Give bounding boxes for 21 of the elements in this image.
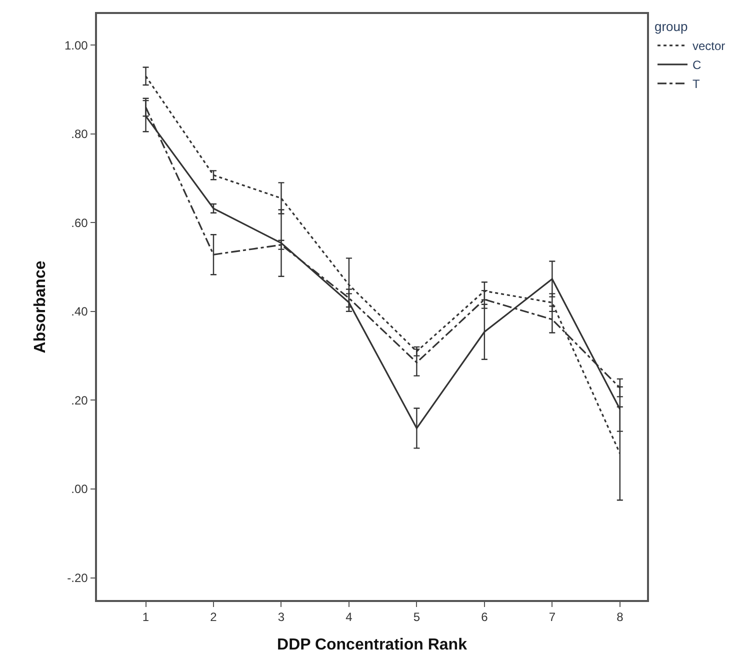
x-tick-label: 2 [210,610,218,624]
legend-label: T [692,77,700,92]
y-tick-label: -.20 [67,571,88,585]
x-axis-title: DDP Concentration Rank [277,636,468,654]
y-tick-label: .20 [71,393,88,408]
legend-label: C [692,58,702,72]
x-tick-label: 4 [346,610,353,624]
x-tick-label: 7 [548,610,556,624]
y-tick-label: .80 [71,127,88,142]
y-tick-label: 1.00 [64,38,88,52]
y-tick-label: .40 [71,304,88,319]
x-tick-label: 3 [278,610,285,624]
legend-label: vector [692,39,726,54]
x-tick-label: 5 [413,610,420,624]
x-tick-label: 8 [616,610,624,624]
y-tick-label: .00 [71,482,88,496]
y-tick-label: .60 [71,216,88,230]
x-tick-label: 6 [481,610,488,624]
y-axis-title: Absorbance [32,260,49,354]
legend-title: group [654,18,688,34]
x-tick-label: 1 [142,610,150,624]
